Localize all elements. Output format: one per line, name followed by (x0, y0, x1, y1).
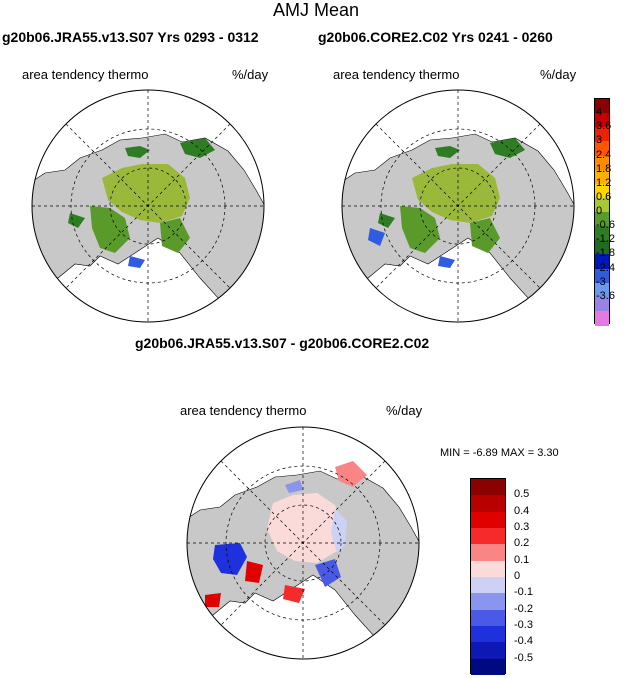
diff-polar-map (186, 426, 420, 660)
diff-colorbar-swatch (471, 495, 505, 513)
diff-colorbar-tick-label: -0.3 (514, 619, 533, 631)
diff-colorbar-tick-label: -0.5 (514, 651, 533, 664)
top-colorbar-tick-label: 1.8 (596, 162, 612, 175)
right-polar-map (341, 89, 575, 323)
diff-colorbar-tick-label: 0.4 (514, 504, 530, 517)
diff-colorbar: 0.5 0.4 0.3 0.2 0.1 0 -0.1 -0.2 -0.3 -0.4 -0.5 (470, 478, 533, 678)
top-colorbar-swatch (595, 310, 609, 326)
diff-colorbar-swatch (471, 626, 505, 643)
top-colorbar-swatch (595, 183, 609, 199)
top-colorbar-swatch (595, 282, 609, 298)
diff-colorbar-swatches (470, 478, 506, 676)
diff-colorbar-tick-label: 0.5 (514, 488, 530, 501)
top-colorbar-swatch (595, 254, 609, 269)
diff-colorbar-swatch (471, 577, 505, 594)
top-colorbar-tick-label: -3.6 (596, 289, 615, 302)
right-units-label: %/day (540, 67, 577, 82)
diff-colorbar-swatch (471, 479, 505, 496)
left-units-label: %/day (232, 67, 269, 82)
top-colorbar-swatch (595, 268, 609, 284)
diff-panel-title: g20b06.JRA55.v13.S07 - g20b06.CORE2.C02 (135, 335, 430, 351)
top-colorbar-tick-label: -3 (596, 275, 606, 288)
top-colorbar-swatch (595, 99, 609, 114)
diff-colorbar-tick-label: -0.1 (514, 586, 533, 599)
diff-units-label: %/day (386, 403, 423, 418)
right-variable-label: area tendency thermo (333, 67, 460, 82)
left-polar-map (31, 89, 265, 323)
top-colorbar-swatch (595, 212, 609, 227)
right-panel-title: g20b06.CORE2.C02 Yrs 0241 - 0260 (318, 29, 553, 45)
left-variable-label: area tendency thermo (22, 67, 149, 82)
diff-colorbar-tick-label: -0.4 (514, 635, 533, 648)
top-colorbar-swatch (595, 296, 609, 312)
top-colorbar-tick-label: -1.8 (596, 247, 615, 260)
diff-variable-label: area tendency thermo (180, 403, 307, 418)
diff-colorbar-swatch (471, 560, 505, 578)
top-colorbar-swatch (595, 169, 609, 185)
top-colorbar-tick-label: -1.2 (596, 233, 615, 246)
top-colorbar-tick-label: 0 (596, 205, 603, 217)
diff-minmax-label: MIN = -6.89 MAX = 3.30 (440, 447, 559, 459)
diff-colorbar-swatch (471, 593, 505, 611)
top-colorbar-tick-label: 3 (596, 134, 603, 147)
top-colorbar-swatch (595, 197, 609, 213)
left-panel-title: g20b06.JRA55.v13.S07 Yrs 0293 - 0312 (2, 29, 259, 45)
top-colorbar-tick-label: -0.6 (596, 219, 615, 232)
diff-colorbar-swatch (471, 609, 505, 627)
diff-colorbar-swatch (471, 642, 505, 660)
top-colorbar-tick-label: 1.2 (596, 176, 612, 189)
top-colorbar-tick-label: 4 (596, 106, 603, 119)
diff-colorbar-swatch (471, 544, 505, 562)
diff-colorbar-swatch (471, 511, 505, 529)
diff-colorbar-swatch (471, 528, 505, 545)
top-colorbar-swatches (594, 98, 610, 326)
top-colorbar-tick-label: 0.6 (596, 190, 612, 203)
top-colorbar-swatch (595, 141, 609, 156)
top-colorbar-swatch (595, 127, 609, 142)
top-colorbar: 4 3.6 3 2.4 1.8 1.2 0.6 0 -0.6 -1.2 -1.8 -2.4 -3 -3.6 (594, 98, 630, 328)
page-title: AMJ Mean (272, 0, 360, 20)
top-colorbar-swatch (595, 226, 609, 241)
diff-colorbar-swatch (471, 658, 505, 676)
diff-colorbar-tick-label: 0.1 (514, 553, 530, 566)
top-colorbar-tick-label: -2.4 (596, 261, 615, 274)
diff-colorbar-tick-label: 0.3 (514, 521, 530, 533)
top-colorbar-swatch (595, 240, 609, 255)
top-colorbar-tick-label: 3.6 (596, 120, 612, 133)
top-colorbar-swatch (595, 113, 609, 128)
diff-colorbar-tick-label: 0 (514, 570, 521, 582)
diff-colorbar-tick-label: -0.2 (514, 602, 533, 615)
diff-colorbar-tick-label: 0.2 (514, 537, 530, 550)
top-colorbar-swatch (595, 155, 609, 171)
top-colorbar-tick-label: 2.4 (596, 148, 612, 161)
